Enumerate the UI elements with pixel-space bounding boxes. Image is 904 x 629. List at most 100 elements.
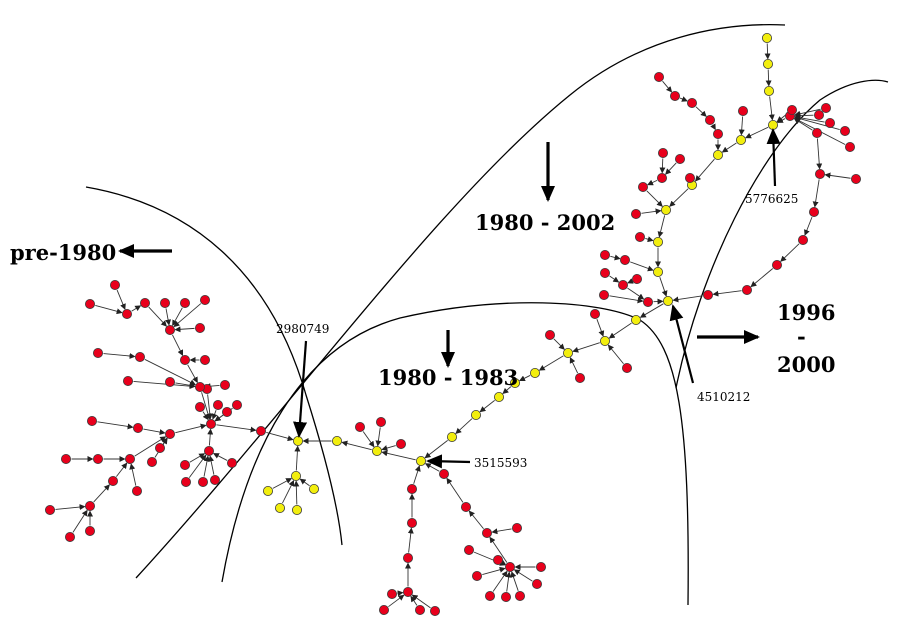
patent-node-yellow [530,367,541,378]
citation-edge [173,303,202,328]
citation-edge [272,478,293,489]
citation-edge [502,386,512,395]
patent-node-red [515,591,526,602]
citation-edge [129,463,137,486]
label-2000: 2000 [777,352,835,377]
citation-edge [55,504,86,511]
patent-node-red [821,103,832,114]
patent-node-red [87,415,98,426]
citation-edge [424,463,440,472]
patent-node-red [675,153,686,164]
citation-edge [793,118,813,131]
patent-node-yellow [653,236,664,247]
patent-node-yellow [661,204,672,215]
patent-node-red [825,118,836,129]
citation-edge [299,478,310,487]
patent-node-red [139,297,150,308]
label-patent-3515593: 3515593 [474,456,527,470]
citation-edge [93,484,110,503]
citation-edge [607,344,624,365]
citation-edge [669,188,689,207]
citation-edge [609,295,644,304]
patent-node-red [179,297,190,308]
patent-node-red [600,249,611,260]
citation-edge [362,431,375,448]
citation-edge [174,326,195,333]
citation-edge [738,116,745,136]
patent-node-red [772,259,783,270]
patent-node-yellow [331,435,342,446]
citation-edge [133,381,196,390]
boundary-1980-1983 [221,302,689,606]
patent-node-red [221,406,232,417]
patent-node-red [631,208,642,219]
citation-edge [293,480,300,505]
label-1980-1983: 1980 - 1983 [378,365,518,390]
citation-edge [768,96,775,121]
patent-node-red [590,308,601,319]
citation-edge [639,303,664,318]
citation-edge [721,142,737,153]
citation-edge [95,305,123,315]
citation-edge [505,571,512,592]
patent-node-red [643,296,654,307]
patent-node-yellow [292,435,303,446]
patent-node-red [180,476,191,487]
patent-node-yellow [631,314,642,325]
patent-node-red [108,475,119,486]
patent-node-red [492,555,503,566]
patent-node-yellow [291,504,302,515]
label-pre-1980: pre-1980 [10,240,116,265]
patent-node-red [395,438,406,449]
citation-edge [510,571,519,591]
citation-edge [519,375,531,381]
patent-node-red [226,457,237,468]
patent-node-yellow [600,335,611,346]
citation-edge [211,410,218,420]
patent-node-red [146,456,157,467]
patent-node-yellow [446,431,457,442]
citation-edge [144,359,196,385]
patent-node-red [402,553,413,564]
patent-node-yellow [713,149,724,160]
patent-node-yellow [663,295,674,306]
pointer-5776625 [766,128,781,187]
patent-node-red [123,375,134,386]
patent-node-red [687,98,698,109]
patent-node-red [179,354,190,365]
patent-node-red [125,453,136,464]
patent-node-red [713,128,724,139]
citation-edge [407,527,414,553]
citation-edge [794,115,840,130]
patent-node-red [618,279,629,290]
citation-edge [816,138,823,170]
citation-edge [214,414,223,422]
citation-edge [608,322,632,339]
citation-edge [341,440,372,451]
patent-node-yellow [493,391,504,402]
citation-edge [375,427,382,447]
citation-edge [212,453,228,461]
citation-edge [455,418,473,434]
citation-edge [659,158,666,174]
label-patent-2980749: 2980749 [276,322,329,336]
citation-edge [610,254,621,261]
patent-node-red [438,468,449,479]
patent-node-yellow [290,470,301,481]
label-1996-dash: - [797,324,806,349]
citation-edge [513,569,533,582]
citation-edge [216,424,257,433]
citation-edge [804,216,813,236]
patent-node-red [164,324,175,335]
patent-node-red [703,289,714,300]
patent-node-yellow [563,347,574,358]
patent-node-red [484,591,495,602]
citation-edge [388,594,405,608]
citation-edge [207,428,214,446]
citation-edge [97,421,134,430]
citation-edge [679,96,688,102]
pointer-2980749 [293,340,308,438]
patent-node-red [545,329,556,340]
patent-node-red [194,401,205,412]
citation-edge [645,236,654,243]
